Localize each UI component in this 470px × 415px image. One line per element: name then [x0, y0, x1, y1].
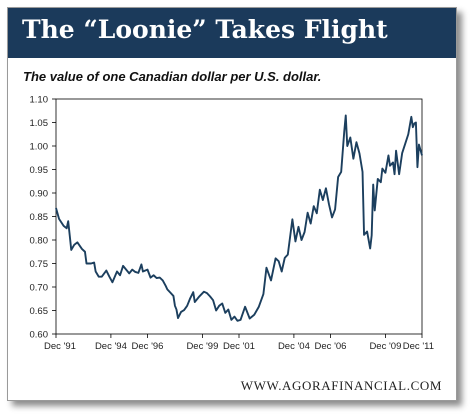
source-url: WWW.AGORAFINANCIAL.COM	[240, 378, 442, 393]
y-tick-label: 0.90	[30, 189, 49, 200]
plot-area-border	[55, 98, 423, 335]
x-tick-label: Dec '09	[369, 341, 401, 352]
y-tick-label: 0.75	[30, 259, 49, 270]
y-tick-label: 0.60	[30, 330, 49, 341]
x-tick-label: Dec '99	[186, 341, 218, 352]
y-tick-label: 1.05	[30, 118, 49, 129]
y-tick-label: 0.95	[30, 165, 49, 176]
x-tick-label: Dec '94	[95, 341, 127, 352]
y-tick-label: 0.85	[30, 212, 49, 223]
chart-frame: The “Loonie” Takes Flight The value of o…	[7, 7, 457, 401]
chart-subtitle: The value of one Canadian dollar per U.S…	[23, 69, 322, 84]
y-tick-label: 1.10	[30, 95, 49, 106]
y-axis-ticks: 0.60 0.65 0.70 0.75 0.80 0.85 0.90 0.95 1.00 1.05…	[30, 95, 56, 341]
x-tick-label: Dec '96	[132, 341, 164, 352]
x-tick-label: Dec '06	[315, 341, 347, 352]
chart-title: The “Loonie” Takes Flight	[22, 15, 388, 44]
x-tick-label: Dec '04	[278, 341, 310, 352]
y-tick-label: 0.80	[30, 236, 49, 247]
y-tick-label: 0.65	[30, 306, 49, 317]
x-tick-label: Dec '01	[223, 341, 255, 352]
series-line	[55, 114, 423, 322]
series-group	[55, 114, 423, 322]
x-tick-label: Dec '91	[44, 341, 76, 352]
x-axis-ticks: Dec '91 Dec '94 Dec '96 Dec '99 Dec '01 Dec '…	[44, 334, 434, 352]
x-tick-label: Dec '11	[403, 341, 434, 352]
title-banner: The “Loonie” Takes Flight	[8, 8, 456, 58]
y-tick-label: 1.00	[30, 142, 49, 153]
y-tick-label: 0.70	[30, 283, 49, 294]
